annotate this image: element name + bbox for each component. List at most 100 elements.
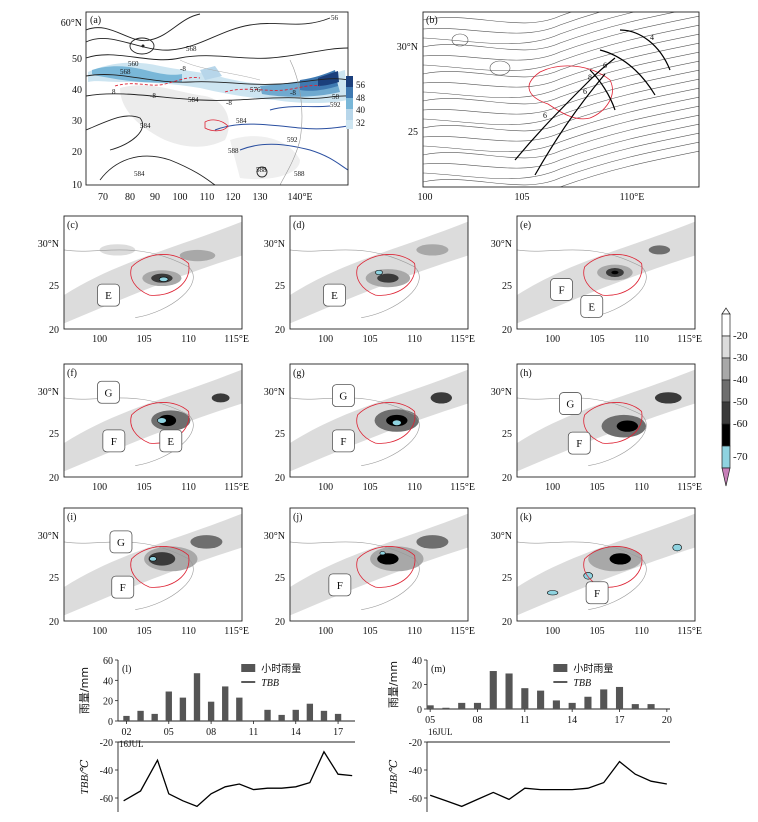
- lon-tick: 105: [137, 482, 152, 493]
- lat-tick: 25: [275, 281, 285, 292]
- lon-tick: 110: [634, 626, 649, 637]
- tbb-y-tick: -20: [100, 738, 113, 749]
- x-tick: 14: [291, 727, 301, 738]
- lat-tick: 20: [502, 325, 512, 336]
- lat-tick: 20: [49, 473, 59, 484]
- panel-label: (j): [293, 512, 302, 523]
- system-marker-label: G: [339, 391, 347, 403]
- contour-label: 588: [256, 166, 267, 174]
- tbb-y-tick: -40: [409, 766, 422, 777]
- colorbar-tick: -60: [733, 418, 748, 430]
- system-marker-label: G: [105, 387, 113, 399]
- rain-bar: [458, 702, 466, 709]
- lon-tick: 115°E: [450, 334, 475, 345]
- x-tick: 02: [121, 727, 131, 738]
- lon-tick: 100: [545, 626, 560, 637]
- legend-swatch-bar: [241, 664, 256, 672]
- lat-tick: 20: [275, 617, 285, 628]
- contour-label: 592: [287, 136, 298, 144]
- y-tick: 20: [412, 681, 422, 692]
- system-marker-label: G: [566, 399, 574, 411]
- lat-tick: 10: [72, 180, 82, 191]
- tbb-map-panel: (k) 30°N 25 20 100 105 110 115°E F: [491, 507, 702, 637]
- contour-label: 592: [330, 101, 341, 109]
- tbb-map-panel: (h) 30°N 25 20 100 105 110 115°E G F: [491, 363, 702, 493]
- lat-tick: 25: [49, 429, 59, 440]
- tbb-map-panel: (f) 30°N 25 20 100 105 110 115°E G F E: [38, 363, 249, 493]
- system-marker-label: F: [120, 582, 126, 594]
- tbb-line: [429, 760, 667, 808]
- tbb-y-tick: -20: [409, 738, 422, 749]
- y-axis-label: 雨量/mm: [387, 661, 400, 708]
- lat-tick: 30°N: [264, 387, 285, 398]
- contour-label: 588: [228, 147, 239, 155]
- lon-tick: 105: [137, 626, 152, 637]
- lon-tick: 105: [590, 626, 605, 637]
- x-date-label: 16JUL: [119, 739, 144, 749]
- lat-tick: 20: [502, 617, 512, 628]
- system-marker-label: F: [111, 436, 117, 448]
- lon-tick: 110: [181, 334, 196, 345]
- lat-tick: 50: [72, 54, 82, 65]
- lon-tick: 110°E: [620, 192, 645, 203]
- lat-tick: 20: [502, 473, 512, 484]
- lon-tick: 110: [200, 192, 215, 203]
- x-tick: 05: [164, 727, 174, 738]
- colorbar-tick: 56: [356, 80, 366, 90]
- lon-tick: 110: [407, 482, 422, 493]
- lat-tick: 30°N: [38, 531, 59, 542]
- contour-label: 584: [140, 122, 151, 130]
- contour-label: 56: [331, 14, 339, 22]
- lat-tick: 30°N: [264, 239, 285, 250]
- lat-tick: 20: [72, 147, 82, 158]
- x-tick: 17: [333, 727, 343, 738]
- lat-tick: 30°N: [264, 531, 285, 542]
- lon-tick: 115°E: [677, 482, 702, 493]
- legend-label: 小时雨量: [573, 663, 613, 675]
- y-tick: 40: [412, 656, 422, 667]
- contour-label: 8: [112, 88, 116, 96]
- system-marker-label: E: [167, 436, 174, 448]
- system-marker-box: [102, 429, 126, 453]
- lat-tick: 30°N: [491, 387, 512, 398]
- rain-bar: [151, 713, 158, 721]
- tbb-map-panel: (c) 30°N 25 20 100 105 110 115°E E: [38, 215, 249, 345]
- y-tick: 0: [417, 705, 422, 716]
- timeseries-l: 60 40 20 0 02 05 08 11 14 17 16JUL -20 -40 -60 雨量/mm TB…: [78, 656, 355, 812]
- system-marker-box: [323, 283, 346, 307]
- lat-tick: 25: [275, 573, 285, 584]
- contour-label: 584: [188, 96, 199, 104]
- lat-tick: 25: [502, 281, 512, 292]
- lon-tick: 115°E: [224, 482, 249, 493]
- system-marker-label: F: [337, 580, 343, 592]
- panel-b: (b) 30°N 25 100 105 110°E 4 6 8 6 6: [397, 11, 700, 203]
- lon-tick: 120: [226, 192, 241, 203]
- lon-tick: 115°E: [677, 626, 702, 637]
- lon-tick: 115°E: [224, 626, 249, 637]
- contour-label: 6: [583, 87, 587, 96]
- tbb-map-panel: (g) 30°N 25 20 100 105 110 115°E G F: [264, 363, 475, 493]
- lon-tick: 110: [634, 482, 649, 493]
- colorbar-tick: 32: [356, 118, 365, 128]
- y-axis-label: 雨量/mm: [78, 667, 91, 714]
- lon-tick: 115°E: [677, 334, 702, 345]
- lon-tick: 100: [92, 626, 107, 637]
- lat-tick: 25: [502, 429, 512, 440]
- lon-tick: 105: [363, 334, 378, 345]
- lat-tick: 20: [275, 325, 285, 336]
- contour-label: -8: [226, 99, 232, 107]
- colorbar-tick: 48: [356, 93, 366, 103]
- system-marker-label: F: [576, 438, 582, 450]
- lon-tick: 100: [173, 192, 188, 203]
- lon-tick: 105: [590, 482, 605, 493]
- system-marker-box: [567, 431, 591, 455]
- contour-label: 560: [128, 60, 139, 68]
- contour-label: -8: [290, 89, 296, 97]
- lon-tick: 110: [407, 334, 422, 345]
- x-tick: 05: [425, 715, 435, 726]
- lat-tick: 30°N: [397, 42, 418, 53]
- lon-tick: 110: [181, 482, 196, 493]
- lat-tick: 20: [275, 473, 285, 484]
- rain-bar: [537, 690, 545, 709]
- lon-tick: 115°E: [450, 626, 475, 637]
